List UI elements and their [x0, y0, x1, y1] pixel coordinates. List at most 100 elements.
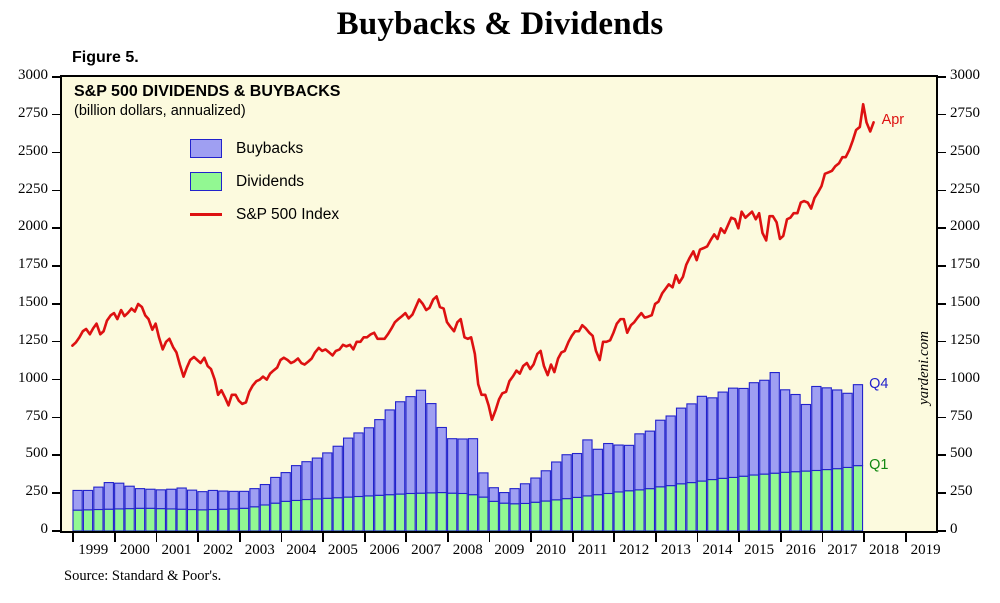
buybacks-bar	[447, 438, 458, 494]
dividends-bar	[561, 498, 572, 531]
buybacks-bar	[759, 379, 770, 475]
x-tick	[779, 533, 782, 542]
buybacks-bar	[176, 487, 187, 510]
y-axis-label-left: 500	[25, 445, 49, 462]
dividends-bar	[114, 508, 125, 531]
y-axis-label-left: 1500	[18, 294, 48, 310]
dividends-bar	[499, 502, 510, 531]
dividends-bar	[145, 507, 156, 531]
dividends-bar	[842, 466, 853, 531]
x-axis-label: 2000	[119, 542, 150, 558]
x-axis-label: 2016	[785, 542, 816, 558]
page-title: Buybacks & Dividends	[336, 6, 664, 42]
buybacks-bar	[332, 445, 343, 499]
dividends-bar	[727, 476, 739, 531]
y-axis-label-right: 2750	[950, 104, 980, 121]
dividends-bar	[447, 492, 458, 531]
x-axis-label: 2019	[910, 542, 941, 558]
y-tick-left	[52, 492, 60, 494]
x-tick	[530, 533, 532, 542]
buybacks-bar	[228, 490, 239, 510]
dividends-bar	[675, 483, 687, 531]
dividends-bar	[623, 490, 635, 531]
dividends-bar	[488, 500, 499, 531]
y-axis-label-right: 2250	[950, 180, 980, 197]
buybacks-bar	[405, 396, 416, 495]
x-axis-label: 2013	[660, 542, 691, 558]
dividends-bar	[696, 480, 708, 531]
x-tick	[405, 533, 408, 542]
y-tick-left	[52, 416, 60, 419]
y-axis-label-right: 1750	[950, 256, 980, 273]
dividends-bar	[821, 469, 832, 531]
dividends-bar	[686, 482, 697, 531]
buybacks-bar	[779, 389, 791, 473]
y-tick-right	[938, 454, 946, 456]
x-tick	[322, 533, 324, 542]
buybacks-bar	[394, 401, 406, 495]
y-tick-left	[52, 303, 60, 305]
x-tick	[155, 533, 158, 542]
watermark-yardeni: yardeni.com	[916, 330, 932, 405]
dividends-bar	[769, 472, 780, 531]
legend-item-dividends: Dividends	[190, 165, 339, 198]
x-axis-label: 2007	[411, 542, 442, 558]
dividends-bar	[259, 504, 271, 531]
buybacks-bar	[519, 483, 531, 504]
y-tick-left	[52, 151, 60, 154]
dividends-bar	[707, 478, 718, 531]
dividends-bar	[301, 498, 312, 531]
buybacks-bar	[623, 444, 635, 492]
buybacks-bar	[571, 452, 583, 498]
buybacks-bar	[831, 389, 843, 470]
y-axis-label-left: 1250	[18, 331, 48, 348]
buybacks-bar	[436, 426, 447, 494]
source-note: Source: Standard & Poor's.	[64, 568, 222, 584]
x-tick	[863, 533, 865, 542]
dividends-bar	[72, 509, 83, 531]
buybacks-bar	[561, 454, 572, 500]
y-tick-right	[938, 113, 946, 116]
dividends-bar	[415, 492, 427, 531]
y-tick-right	[938, 416, 946, 419]
buybacks-bar	[790, 393, 801, 473]
dividends-bar	[831, 468, 843, 531]
y-axis-label-left: 1750	[18, 256, 48, 273]
buybacks-bar	[467, 438, 479, 496]
dividends-bar	[93, 508, 104, 531]
x-tick	[904, 533, 907, 542]
dividends-bar	[852, 465, 864, 531]
dividends-bar	[426, 492, 437, 531]
buybacks-bar	[218, 490, 229, 510]
dividends-bar	[290, 499, 302, 531]
sp500-index-line	[71, 102, 875, 422]
dividends-bar	[800, 470, 812, 531]
buybacks-bar	[207, 489, 219, 511]
buybacks-bar	[821, 387, 832, 471]
x-tick	[738, 533, 741, 542]
y-axis-label-right: 2500	[950, 142, 980, 159]
x-axis-label: 2002	[203, 542, 234, 558]
dividends-bar	[124, 508, 135, 531]
legend-label-dividends: Dividends	[236, 172, 305, 190]
x-axis-label: 2018	[868, 542, 899, 558]
dividends-bar	[186, 508, 198, 531]
buybacks-bar	[322, 452, 333, 499]
x-tick	[821, 533, 824, 542]
buybacks-bar	[238, 490, 250, 509]
y-axis-label-left: 2750	[18, 104, 48, 121]
x-tick	[114, 533, 116, 542]
buybacks-bar	[738, 387, 749, 477]
dividends-bar	[166, 508, 177, 531]
dividends-bar	[509, 503, 520, 531]
x-axis-label: 2012	[619, 542, 650, 558]
y-tick-left	[52, 530, 60, 532]
buybacks-bar	[134, 488, 146, 509]
buybacks-bar	[197, 491, 208, 511]
dividends-bar	[748, 474, 760, 531]
x-axis-label: 2015	[744, 542, 775, 558]
plot-svg	[71, 102, 875, 531]
dividends-bar	[249, 506, 260, 531]
dividends-bar	[405, 492, 416, 531]
buybacks-bar	[800, 403, 812, 472]
